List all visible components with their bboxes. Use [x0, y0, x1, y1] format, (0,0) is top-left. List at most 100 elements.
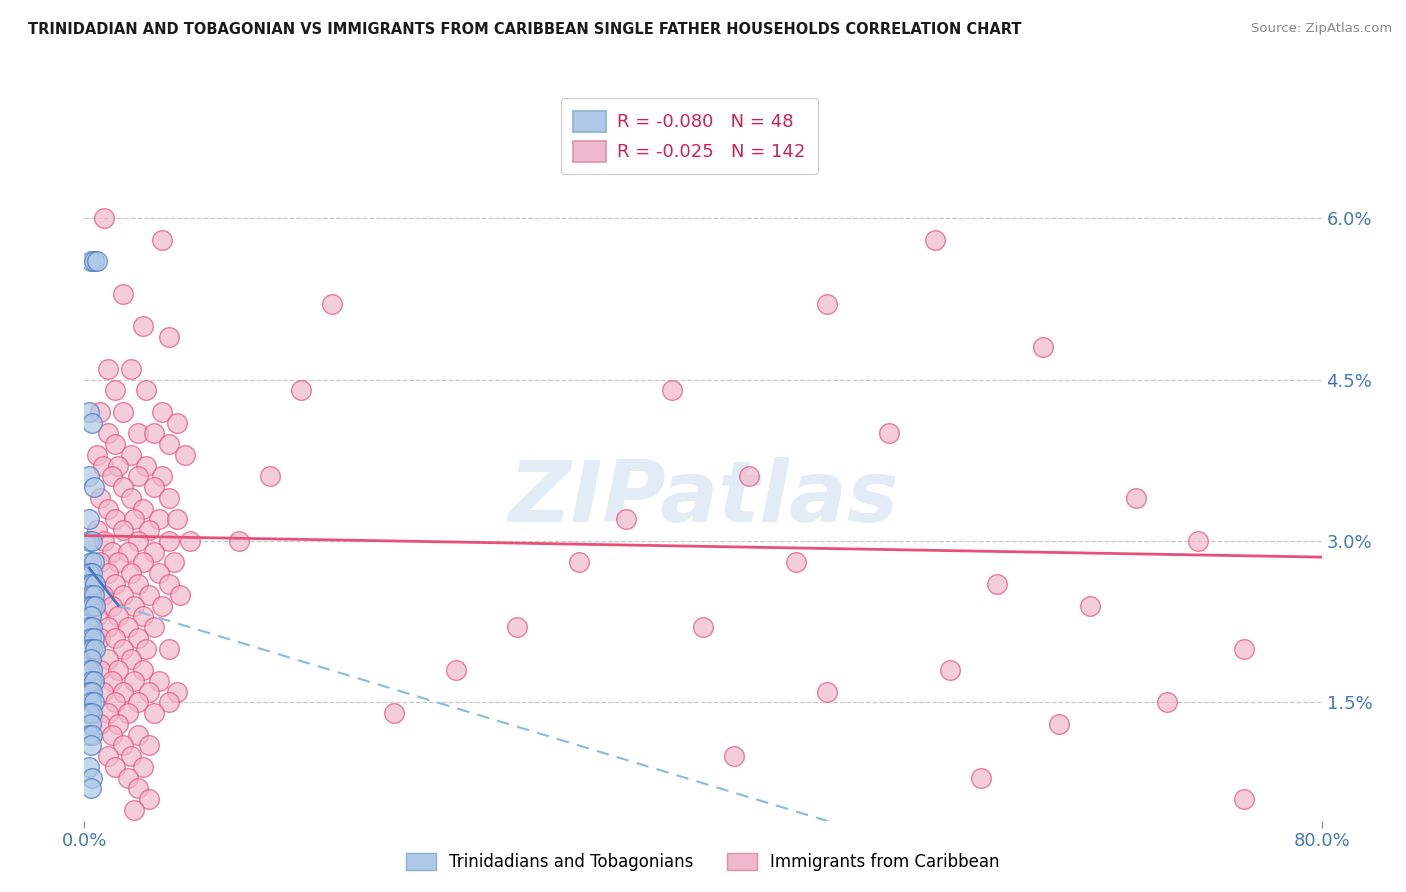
Text: TRINIDADIAN AND TOBAGONIAN VS IMMIGRANTS FROM CARIBBEAN SINGLE FATHER HOUSEHOLDS: TRINIDADIAN AND TOBAGONIAN VS IMMIGRANTS… — [28, 22, 1022, 37]
Point — [785, 556, 807, 570]
Point — [117, 620, 139, 634]
Point — [122, 512, 145, 526]
Point — [128, 728, 150, 742]
Point — [738, 469, 761, 483]
Point — [93, 533, 115, 548]
Point — [79, 781, 101, 796]
Point — [166, 512, 188, 526]
Point — [82, 641, 104, 656]
Point — [104, 631, 127, 645]
Point — [568, 556, 591, 570]
Point — [143, 545, 166, 559]
Point — [122, 803, 145, 817]
Point — [128, 469, 150, 483]
Point — [120, 652, 142, 666]
Point — [1233, 641, 1256, 656]
Point — [101, 728, 124, 742]
Point — [86, 523, 108, 537]
Point — [1032, 340, 1054, 354]
Point — [321, 297, 343, 311]
Point — [1078, 599, 1101, 613]
Point — [77, 620, 100, 634]
Point — [77, 405, 100, 419]
Point — [132, 663, 155, 677]
Point — [132, 760, 155, 774]
Point — [939, 663, 962, 677]
Point — [1187, 533, 1209, 548]
Point — [179, 533, 201, 548]
Point — [135, 458, 157, 473]
Point — [82, 599, 104, 613]
Point — [120, 566, 142, 581]
Point — [89, 405, 111, 419]
Point — [93, 211, 115, 226]
Point — [112, 286, 135, 301]
Point — [112, 523, 135, 537]
Point — [444, 663, 467, 677]
Point — [79, 695, 101, 709]
Point — [159, 641, 181, 656]
Point — [135, 384, 157, 398]
Point — [120, 491, 142, 505]
Point — [82, 771, 104, 785]
Point — [614, 512, 637, 526]
Point — [117, 545, 139, 559]
Point — [82, 663, 104, 677]
Point — [143, 480, 166, 494]
Point — [77, 760, 100, 774]
Point — [83, 588, 105, 602]
Point — [82, 706, 104, 720]
Point — [79, 556, 101, 570]
Point — [91, 684, 114, 698]
Point — [77, 663, 100, 677]
Point — [77, 599, 100, 613]
Point — [77, 533, 100, 548]
Point — [150, 405, 173, 419]
Point — [128, 533, 150, 548]
Point — [97, 362, 120, 376]
Point — [97, 501, 120, 516]
Point — [135, 641, 157, 656]
Point — [132, 501, 155, 516]
Point — [128, 631, 150, 645]
Point — [104, 512, 127, 526]
Point — [692, 620, 714, 634]
Point — [138, 523, 160, 537]
Point — [89, 491, 111, 505]
Point — [815, 297, 838, 311]
Point — [97, 749, 120, 764]
Point — [128, 695, 150, 709]
Point — [104, 577, 127, 591]
Point — [97, 620, 120, 634]
Point — [120, 448, 142, 462]
Point — [107, 556, 129, 570]
Point — [82, 684, 104, 698]
Point — [84, 641, 107, 656]
Point — [84, 599, 107, 613]
Point — [89, 556, 111, 570]
Point — [77, 706, 100, 720]
Point — [1156, 695, 1178, 709]
Point — [128, 577, 150, 591]
Point — [143, 426, 166, 441]
Point — [150, 469, 173, 483]
Point — [120, 749, 142, 764]
Point — [117, 771, 139, 785]
Point — [1047, 716, 1070, 731]
Point — [159, 329, 181, 343]
Point — [815, 684, 838, 698]
Point — [159, 577, 181, 591]
Point — [83, 480, 105, 494]
Point — [97, 566, 120, 581]
Point — [86, 254, 108, 268]
Point — [83, 673, 105, 688]
Point — [148, 673, 170, 688]
Point — [77, 512, 100, 526]
Point — [159, 437, 181, 451]
Point — [79, 652, 101, 666]
Point — [104, 760, 127, 774]
Point — [159, 695, 181, 709]
Point — [148, 512, 170, 526]
Point — [128, 781, 150, 796]
Point — [77, 728, 100, 742]
